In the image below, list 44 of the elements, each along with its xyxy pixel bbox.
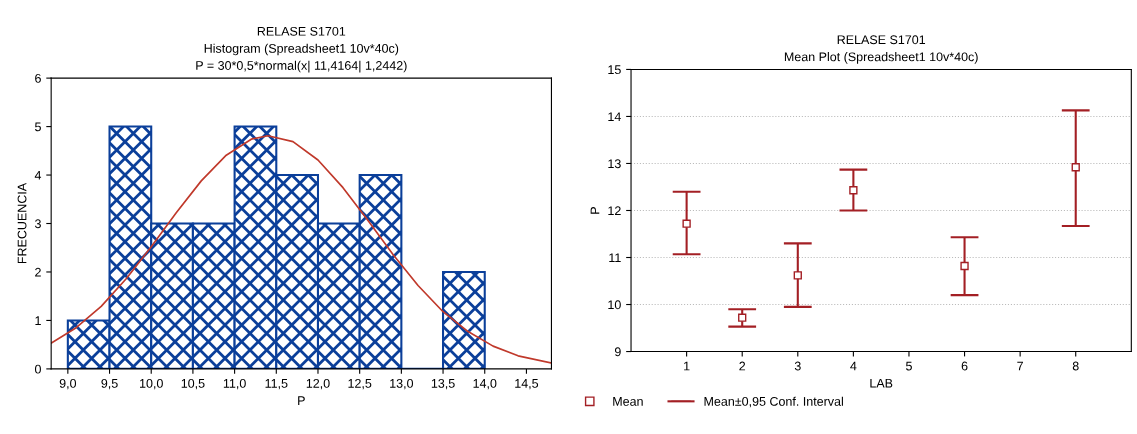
text: Mean±0,95 Conf. Interval bbox=[704, 396, 843, 408]
y-tick-label: 10 bbox=[608, 300, 621, 310]
chart-subtitle: Histogram (Spreadsheet1 10v*40c) P = 30*0,5*normal(x| 11,4164| 1,2442) bbox=[196, 43, 407, 73]
x-tick-label: 12,5 bbox=[348, 378, 372, 390]
x-tick-label: 13,5 bbox=[431, 378, 455, 390]
y-tick-label: 11 bbox=[609, 253, 621, 263]
x-tick-label: 9,5 bbox=[101, 378, 118, 390]
x-tick-label: 14,0 bbox=[473, 378, 497, 390]
x-tick-label: 3 bbox=[794, 361, 801, 371]
x-tick-label: 11,5 bbox=[265, 379, 288, 390]
y-axis-title: FRECUENCIA bbox=[17, 182, 27, 264]
x-tick-label: 1 bbox=[684, 361, 690, 371]
chart-title: RELASE S1701 bbox=[837, 35, 926, 45]
legend-label: Mean bbox=[613, 397, 643, 406]
y-tick-label: 13 bbox=[608, 159, 621, 169]
y-tick-label: 5 bbox=[34, 122, 41, 132]
x-tick-label: 10,0 bbox=[140, 378, 163, 390]
x-tick-label: 2 bbox=[739, 361, 746, 371]
x-axis-title: LAB bbox=[870, 378, 893, 388]
chart-title: RELASE S1701 bbox=[257, 26, 346, 36]
y-tick-label: 12 bbox=[608, 206, 621, 216]
x-tick-label: 9,0 bbox=[59, 378, 77, 390]
y-tick-label: 0 bbox=[34, 364, 41, 374]
chart-subtitle: Mean Plot (Spreadsheet1 10v*40c) bbox=[784, 52, 978, 64]
y-axis-title: P bbox=[590, 206, 600, 214]
x-tick-label: 13,0 bbox=[390, 378, 414, 390]
x-tick-label: 8 bbox=[1072, 361, 1079, 371]
y-tick-label: 9 bbox=[614, 347, 621, 357]
y-tick-label: 2 bbox=[35, 267, 41, 277]
x-tick-label: 14,5 bbox=[515, 379, 539, 390]
x-tick-label: 10,5 bbox=[181, 378, 205, 390]
x-tick-label: 5 bbox=[905, 361, 912, 371]
y-tick-label: 14 bbox=[608, 112, 621, 121]
x-tick-label: 12,0 bbox=[306, 378, 330, 390]
x-axis-title: P bbox=[298, 396, 305, 405]
y-tick-label: 3 bbox=[34, 219, 41, 229]
x-tick-label: 6 bbox=[961, 361, 968, 371]
y-tick-label: 4 bbox=[34, 170, 42, 180]
y-tick-label: 1 bbox=[35, 316, 41, 325]
x-tick-label: 7 bbox=[1017, 361, 1023, 371]
y-tick-label: 6 bbox=[35, 73, 41, 83]
y-tick-label: 15 bbox=[608, 65, 621, 75]
x-tick-label: 11,0 bbox=[223, 378, 246, 390]
x-tick-label: 4 bbox=[850, 361, 857, 371]
